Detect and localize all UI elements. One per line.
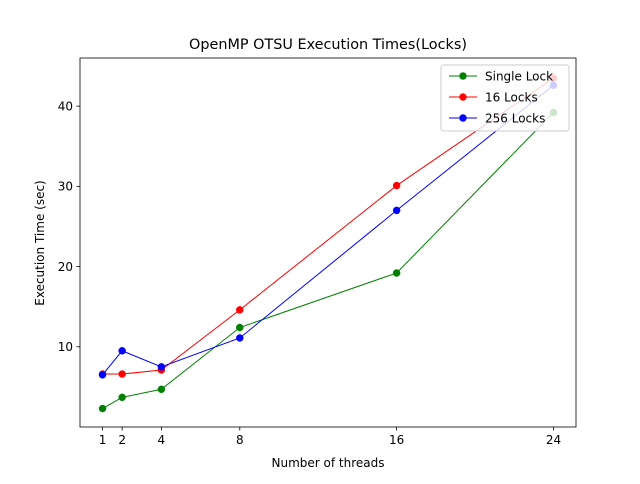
data-point — [236, 306, 244, 314]
x-tick-label: 16 — [389, 433, 404, 447]
y-tick-label: 40 — [58, 99, 73, 113]
legend-label: 16 Locks — [485, 90, 538, 104]
y-tick-label: 20 — [58, 260, 73, 274]
legend-label: Single Lock — [485, 69, 553, 83]
data-point — [118, 370, 126, 378]
data-point — [236, 323, 244, 332]
data-point — [392, 269, 401, 277]
data-point — [98, 404, 107, 413]
x-tick-label: 4 — [158, 433, 166, 447]
y-tick-label: 30 — [58, 180, 73, 194]
legend-box — [440, 64, 570, 132]
data-point — [392, 181, 401, 190]
x-tick-label: 8 — [236, 433, 244, 447]
chart-title: OpenMP OTSU Execution Times(Locks) — [189, 37, 467, 53]
data-point — [157, 363, 166, 371]
y-tick-label: 10 — [58, 340, 73, 354]
legend: Single Lock 16 Locks 256 Locks — [440, 64, 570, 132]
axes-frame — [79, 57, 577, 428]
data-point — [118, 347, 126, 355]
series-line — [102, 112, 554, 409]
x-tick-label: 2 — [118, 433, 126, 447]
y-axis-label: Execution Time (sec) — [33, 180, 47, 305]
legend-label: 256 Locks — [485, 111, 545, 125]
legend-marker — [459, 72, 467, 80]
series-line — [102, 84, 554, 376]
legend-marker — [459, 114, 467, 122]
data-point — [392, 206, 401, 215]
x-tick-label: 24 — [546, 433, 561, 447]
data-point — [118, 393, 126, 402]
legend-marker — [459, 93, 467, 101]
data-point — [157, 385, 166, 394]
data-point — [236, 334, 244, 342]
x-axis-label: Number of threads — [272, 456, 385, 470]
data-point — [98, 371, 107, 379]
x-tick-label: 1 — [99, 433, 107, 447]
